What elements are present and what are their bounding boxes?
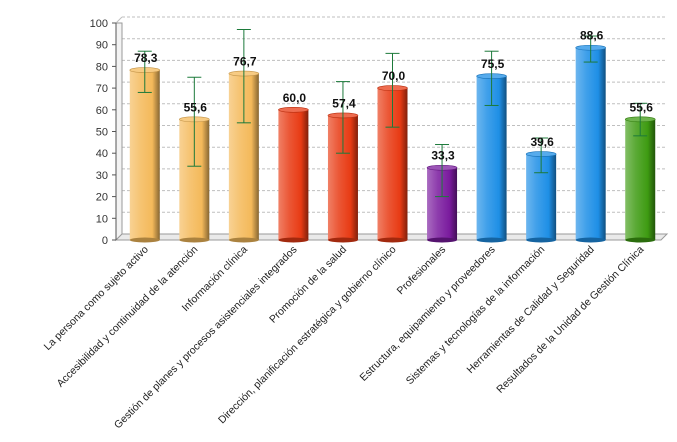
category-labels: La persona como sujeto activoAccesibilid… — [42, 244, 647, 432]
bar-base — [476, 237, 507, 243]
error-bar — [534, 137, 549, 174]
data-labels: 78,3 55,6 76,7 60,0 57,4 70,0 33,3 75,5 39,6 88,6… — [134, 29, 653, 163]
data-label: 88,6 — [580, 29, 604, 43]
data-label: 39,6 — [530, 135, 554, 149]
bar-1 — [129, 67, 161, 243]
bar-base — [526, 237, 557, 243]
bar-body — [625, 119, 656, 240]
error-bar — [484, 50, 499, 106]
bar-body — [278, 109, 309, 240]
data-label: 78,3 — [134, 51, 158, 65]
data-label: 70,0 — [382, 69, 406, 83]
error-bars — [137, 29, 648, 198]
bar-10 — [575, 44, 606, 243]
data-label: 33,3 — [431, 149, 455, 163]
error-bar — [385, 52, 400, 128]
bar-base — [179, 237, 210, 243]
bar-base — [575, 237, 606, 243]
y-tick-label: 60 — [96, 105, 108, 117]
bar-base — [625, 237, 656, 243]
data-label: 55,6 — [184, 100, 208, 114]
bar-body — [575, 47, 606, 240]
y-tick-label: 100 — [90, 18, 108, 30]
error-bar — [236, 29, 251, 124]
y-tick-label: 0 — [102, 235, 108, 247]
bar-4 — [278, 107, 309, 243]
data-label: 76,7 — [233, 55, 257, 69]
bars — [129, 44, 656, 243]
category-label: Dirección, planificación estratégica y g… — [216, 244, 399, 427]
data-label: 57,4 — [332, 96, 356, 110]
y-tick-label: 20 — [96, 192, 108, 204]
bar-base — [129, 237, 160, 243]
y-tick-label: 40 — [96, 148, 108, 160]
side-wall — [115, 22, 123, 242]
bar-base — [228, 237, 259, 243]
category-label: Gestión de planes y procesos asistencial… — [112, 244, 300, 432]
error-bar — [335, 81, 350, 154]
bar-base — [327, 237, 358, 243]
bar-3 — [228, 70, 260, 243]
category-label: Profesionales — [395, 244, 448, 297]
bar-base — [427, 237, 458, 243]
y-tick-label: 70 — [96, 83, 108, 95]
y-tick-label: 10 — [96, 213, 108, 225]
data-label: 60,0 — [283, 91, 307, 105]
bar-body — [129, 70, 160, 241]
bar-base — [278, 237, 309, 243]
bar-cap — [278, 107, 309, 113]
data-label: 55,6 — [630, 100, 654, 114]
bar-base — [377, 237, 408, 243]
error-bar — [633, 102, 648, 137]
error-bar — [187, 76, 202, 167]
y-tick-label: 80 — [96, 61, 108, 73]
y-tick-label: 50 — [96, 127, 108, 139]
gridline-side — [115, 16, 123, 24]
error-bar — [137, 50, 152, 93]
error-bar — [435, 144, 450, 198]
y-tick-label: 30 — [96, 170, 108, 182]
error-bar — [583, 35, 598, 63]
y-tick-label: 90 — [96, 40, 108, 52]
data-label: 75,5 — [481, 57, 505, 71]
category-label: La persona como sujeto activo — [42, 244, 151, 353]
